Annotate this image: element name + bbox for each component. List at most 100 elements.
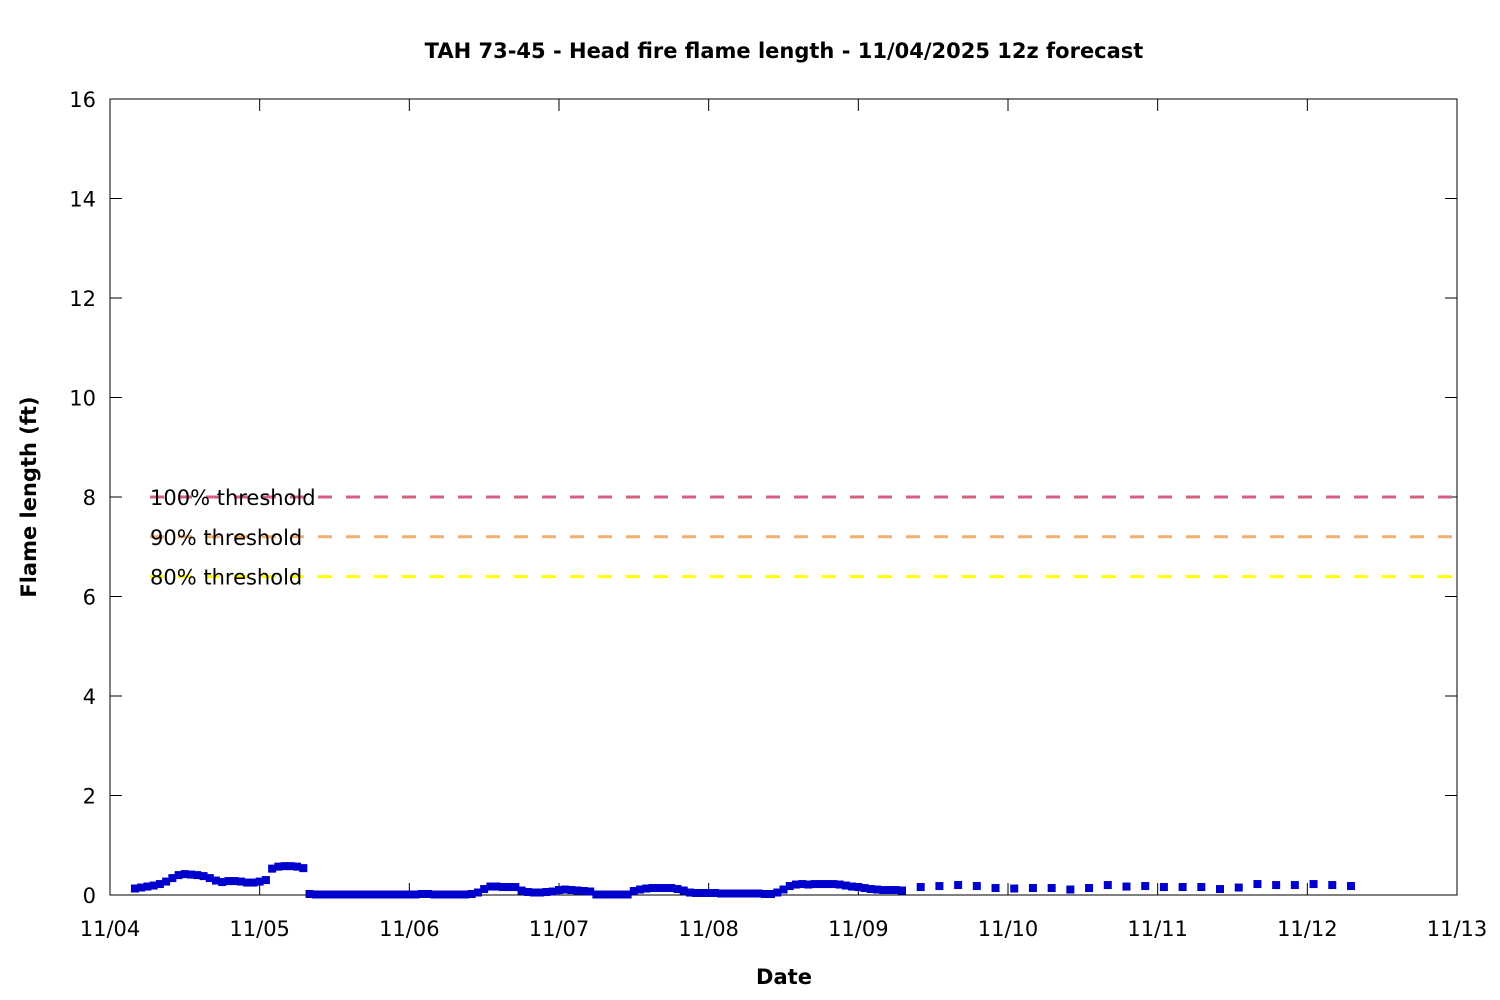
x-tick-label: 11/11 bbox=[1127, 917, 1188, 941]
data-point bbox=[704, 889, 713, 898]
data-point bbox=[1272, 881, 1281, 890]
data-point bbox=[1085, 884, 1094, 893]
data-point bbox=[685, 888, 694, 897]
data-point bbox=[162, 877, 171, 886]
data-point bbox=[604, 890, 613, 899]
data-point bbox=[249, 878, 258, 887]
data-point bbox=[386, 890, 395, 899]
data-point bbox=[1253, 880, 1262, 889]
data-point bbox=[773, 888, 782, 897]
data-point bbox=[342, 890, 351, 899]
threshold-label: 90% threshold bbox=[150, 526, 302, 550]
data-point bbox=[324, 890, 333, 899]
data-point bbox=[473, 888, 482, 897]
data-point bbox=[760, 890, 769, 899]
data-point bbox=[879, 886, 888, 895]
y-tick-label: 4 bbox=[83, 685, 96, 709]
y-axis-label: Flame length (ft) bbox=[17, 396, 41, 597]
data-point bbox=[717, 889, 726, 898]
x-tick-label: 11/06 bbox=[379, 917, 440, 941]
data-point bbox=[561, 885, 570, 894]
data-point bbox=[392, 890, 401, 899]
data-point bbox=[698, 889, 707, 898]
data-point bbox=[916, 883, 925, 892]
data-point bbox=[598, 890, 607, 899]
data-point bbox=[467, 890, 476, 899]
data-point bbox=[293, 862, 302, 871]
data-point bbox=[523, 888, 532, 897]
data-point bbox=[935, 882, 944, 891]
data-point bbox=[1047, 884, 1056, 893]
data-point bbox=[1346, 882, 1355, 891]
data-point bbox=[299, 864, 308, 873]
data-point bbox=[791, 880, 800, 889]
data-point bbox=[336, 890, 345, 899]
x-axis-label: Date bbox=[756, 965, 812, 989]
data-point bbox=[873, 885, 882, 894]
data-point bbox=[798, 880, 807, 889]
threshold-label: 100% threshold bbox=[150, 486, 316, 510]
data-point bbox=[679, 886, 688, 895]
data-point bbox=[642, 884, 651, 893]
y-tick-label: 2 bbox=[83, 785, 96, 809]
data-point bbox=[754, 889, 763, 898]
data-point bbox=[480, 885, 489, 894]
data-point bbox=[729, 889, 738, 898]
data-point bbox=[137, 883, 146, 892]
data-point bbox=[636, 885, 645, 894]
data-point bbox=[810, 880, 819, 889]
y-axis-ticks: 0 2 4 6 8 10 12 14 16 bbox=[69, 88, 1457, 908]
data-point bbox=[230, 877, 239, 886]
data-point bbox=[417, 890, 426, 899]
data-point bbox=[498, 883, 507, 892]
data-point bbox=[180, 870, 189, 879]
data-point bbox=[710, 889, 719, 898]
threshold-label: 80% threshold bbox=[150, 566, 302, 590]
data-point bbox=[255, 877, 264, 886]
data-point bbox=[1010, 884, 1019, 893]
data-point bbox=[673, 885, 682, 894]
data-point bbox=[130, 884, 139, 893]
data-point bbox=[361, 890, 370, 899]
data-point bbox=[380, 890, 389, 899]
y-tick-label: 14 bbox=[69, 188, 96, 212]
data-point bbox=[155, 880, 164, 889]
data-point bbox=[261, 876, 270, 885]
data-point bbox=[848, 882, 857, 891]
data-point bbox=[486, 882, 495, 891]
x-tick-label: 11/13 bbox=[1427, 917, 1488, 941]
y-tick-label: 8 bbox=[83, 486, 96, 510]
data-point bbox=[442, 890, 451, 899]
x-tick-label: 11/05 bbox=[229, 917, 290, 941]
data-point bbox=[804, 880, 813, 889]
data-point bbox=[841, 881, 850, 890]
y-tick-label: 10 bbox=[69, 387, 96, 411]
data-point bbox=[586, 887, 595, 896]
data-point bbox=[835, 880, 844, 889]
data-point bbox=[617, 890, 626, 899]
data-point bbox=[891, 886, 900, 895]
data-point bbox=[1216, 885, 1225, 894]
data-point bbox=[174, 871, 183, 880]
data-point bbox=[548, 887, 557, 896]
data-point bbox=[723, 889, 732, 898]
data-point bbox=[860, 884, 869, 893]
data-point bbox=[536, 888, 545, 897]
y-tick-label: 12 bbox=[69, 287, 96, 311]
y-tick-label: 0 bbox=[83, 884, 96, 908]
threshold-lines: 100% threshold 90% threshold 80% threshold bbox=[150, 486, 1457, 590]
data-point bbox=[424, 890, 433, 899]
data-point bbox=[1141, 882, 1150, 891]
data-point bbox=[829, 880, 838, 889]
data-point bbox=[972, 882, 981, 891]
data-point bbox=[1328, 881, 1337, 890]
data-point bbox=[866, 885, 875, 894]
data-point bbox=[187, 870, 196, 879]
data-point bbox=[823, 880, 832, 889]
data-point bbox=[199, 872, 208, 881]
x-tick-label: 11/10 bbox=[978, 917, 1039, 941]
data-point bbox=[318, 890, 327, 899]
data-point bbox=[193, 871, 202, 880]
data-point bbox=[1309, 880, 1318, 889]
data-point bbox=[854, 883, 863, 892]
